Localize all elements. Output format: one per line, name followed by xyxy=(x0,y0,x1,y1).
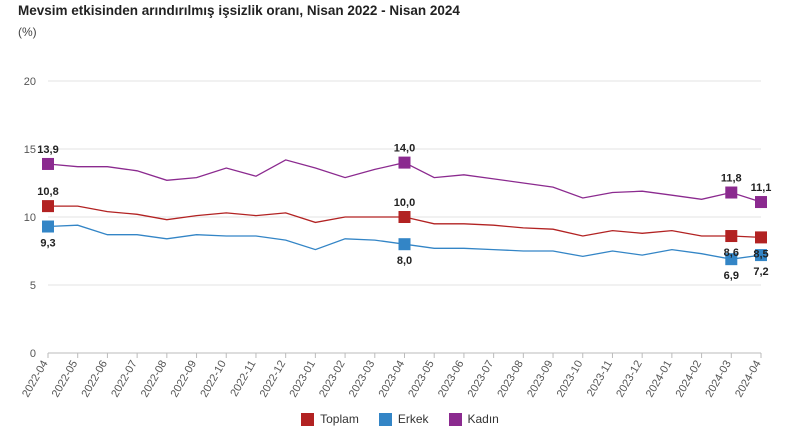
label-layer: 10,8 10,0 8,6 8,5 9,3 8,0 6,9 7,2 13,9 14,0 11,8 11… xyxy=(37,143,771,283)
data-label-erkek: 8,0 xyxy=(397,255,412,267)
data-label-kadin: 13,9 xyxy=(37,144,58,156)
x-tick-label: 2023-03 xyxy=(347,359,378,400)
legend: Toplam Erkek Kadın xyxy=(0,412,800,426)
x-tick-label: 2023-11 xyxy=(585,359,615,399)
data-label-erkek: 7,2 xyxy=(753,266,768,278)
x-tick-label: 2024-03 xyxy=(703,359,734,400)
legend-label-kadin: Kadın xyxy=(467,412,499,426)
data-label-toplam: 10,0 xyxy=(394,197,415,209)
x-tick-label: 2023-01 xyxy=(287,359,318,400)
y-tick-label: 5 xyxy=(30,280,36,292)
data-marker-erkek xyxy=(398,238,411,251)
x-tick-label: 2022-05 xyxy=(50,359,81,400)
y-tick-label: 10 xyxy=(24,212,36,224)
data-label-toplam: 10,8 xyxy=(37,186,58,198)
x-tick-label: 2023-04 xyxy=(377,359,408,400)
legend-swatch-erkek xyxy=(378,412,392,426)
legend-label-toplam: Toplam xyxy=(320,412,359,426)
y-tick-label: 15 xyxy=(24,144,36,156)
y-tick-label: 20 xyxy=(24,76,36,88)
chart-title: Mevsim etkisinden arındırılmış işsizlik … xyxy=(18,3,460,18)
x-tick-label: 2023-08 xyxy=(495,359,526,400)
y-tick-label: 0 xyxy=(30,348,36,360)
data-marker-toplam xyxy=(725,230,738,243)
data-marker-toplam xyxy=(755,231,767,244)
legend-swatch-kadin xyxy=(448,412,462,426)
legend-item-toplam[interactable]: Toplam xyxy=(301,412,359,426)
x-tick-label: 2022-07 xyxy=(109,359,140,400)
x-tick-label: 2024-01 xyxy=(644,359,675,400)
data-marker-toplam xyxy=(398,211,411,223)
data-label-toplam: 8,6 xyxy=(724,247,739,259)
legend-item-kadin[interactable]: Kadın xyxy=(448,412,499,426)
x-tick-label: 2023-09 xyxy=(525,359,556,400)
x-tick-label: 2022-11 xyxy=(228,359,258,399)
data-marker-erkek xyxy=(42,220,54,233)
x-tick-label: 2022-06 xyxy=(79,359,110,400)
data-label-kadin: 14,0 xyxy=(394,143,415,155)
legend-swatch-toplam xyxy=(301,412,315,426)
data-marker-toplam xyxy=(42,200,54,213)
chart-subtitle: (%) xyxy=(18,25,37,39)
data-label-erkek: 6,9 xyxy=(724,270,739,282)
x-tick-label: 2022-04 xyxy=(20,359,51,400)
legend-item-erkek[interactable]: Erkek xyxy=(378,412,429,426)
data-label-erkek: 9,3 xyxy=(40,238,55,250)
x-tick-label: 2023-12 xyxy=(614,359,645,400)
x-tick-label: 2022-10 xyxy=(198,359,229,400)
x-tick-label: 2024-02 xyxy=(674,359,705,400)
data-label-kadin: 11,1 xyxy=(751,182,772,194)
x-tick-label: 2022-09 xyxy=(169,359,200,400)
x-tick-label: 2023-05 xyxy=(406,359,437,400)
x-tick-label: 2023-07 xyxy=(466,359,497,400)
x-tick-label: 2022-12 xyxy=(258,359,289,400)
data-marker-erkek xyxy=(755,249,767,262)
data-marker-kadin xyxy=(398,156,411,169)
x-tick-label: 2024-04 xyxy=(733,359,764,400)
data-label-toplam: 8,5 xyxy=(753,248,768,260)
x-tick-label: 2023-06 xyxy=(436,359,467,400)
x-tick-label: 2022-08 xyxy=(139,359,170,400)
data-marker-kadin xyxy=(725,186,738,199)
data-marker-erkek xyxy=(725,253,738,266)
x-tick-label: 2023-02 xyxy=(317,359,348,400)
data-marker-kadin xyxy=(755,196,767,209)
data-label-kadin: 11,8 xyxy=(721,173,742,185)
series-layer xyxy=(42,156,767,266)
legend-label-erkek: Erkek xyxy=(397,412,429,426)
data-marker-kadin xyxy=(42,157,54,170)
x-tick-label: 2023-10 xyxy=(555,359,586,400)
